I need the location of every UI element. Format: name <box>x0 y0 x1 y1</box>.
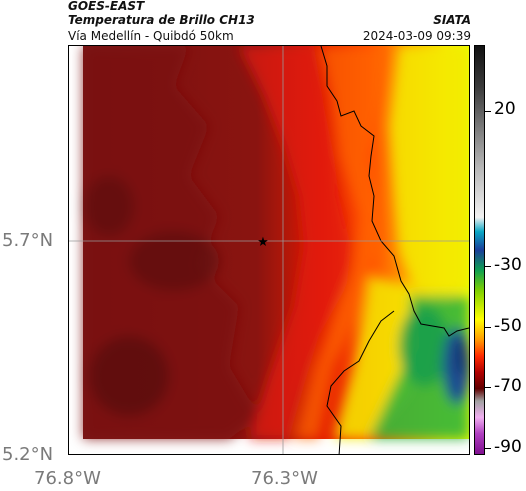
colorbar-tick <box>485 327 491 328</box>
boundary-line <box>320 46 469 337</box>
lat-label-5-2: 5.2°N <box>2 444 54 465</box>
lon-label-76-3: 76.3°W <box>251 468 318 489</box>
brightness-temperature-map: ★ <box>69 46 469 454</box>
colorbar-tick <box>485 387 491 388</box>
colorbar-label-20: 20 <box>494 99 516 119</box>
area-subtitle: Vía Medellín - Quibdó 50km <box>68 29 234 43</box>
colorbar-tick <box>485 266 491 267</box>
satellite-title: GOES-EAST <box>68 0 145 13</box>
map-panel: ★ <box>68 45 470 455</box>
organization-label: SIATA <box>433 13 471 27</box>
product-title: Temperatura de Brillo CH13 <box>68 13 255 27</box>
star-marker: ★ <box>257 235 269 250</box>
colorbar-label-minus-70: -70 <box>494 376 522 396</box>
boundary-line-south <box>326 310 395 454</box>
colorbar-label-minus-90: -90 <box>494 437 522 457</box>
colorbar <box>474 45 485 455</box>
datetime-label: 2024-03-09 09:39 <box>362 29 471 43</box>
colorbar-tick <box>485 448 491 449</box>
temperature-field <box>83 46 469 439</box>
lon-label-76-8: 76.8°W <box>34 468 101 489</box>
colorbar-label-minus-50: -50 <box>494 316 522 336</box>
lat-label-5-7: 5.7°N <box>2 230 54 251</box>
colorbar-tick <box>485 111 491 112</box>
colorbar-label-minus-30: -30 <box>494 255 522 275</box>
